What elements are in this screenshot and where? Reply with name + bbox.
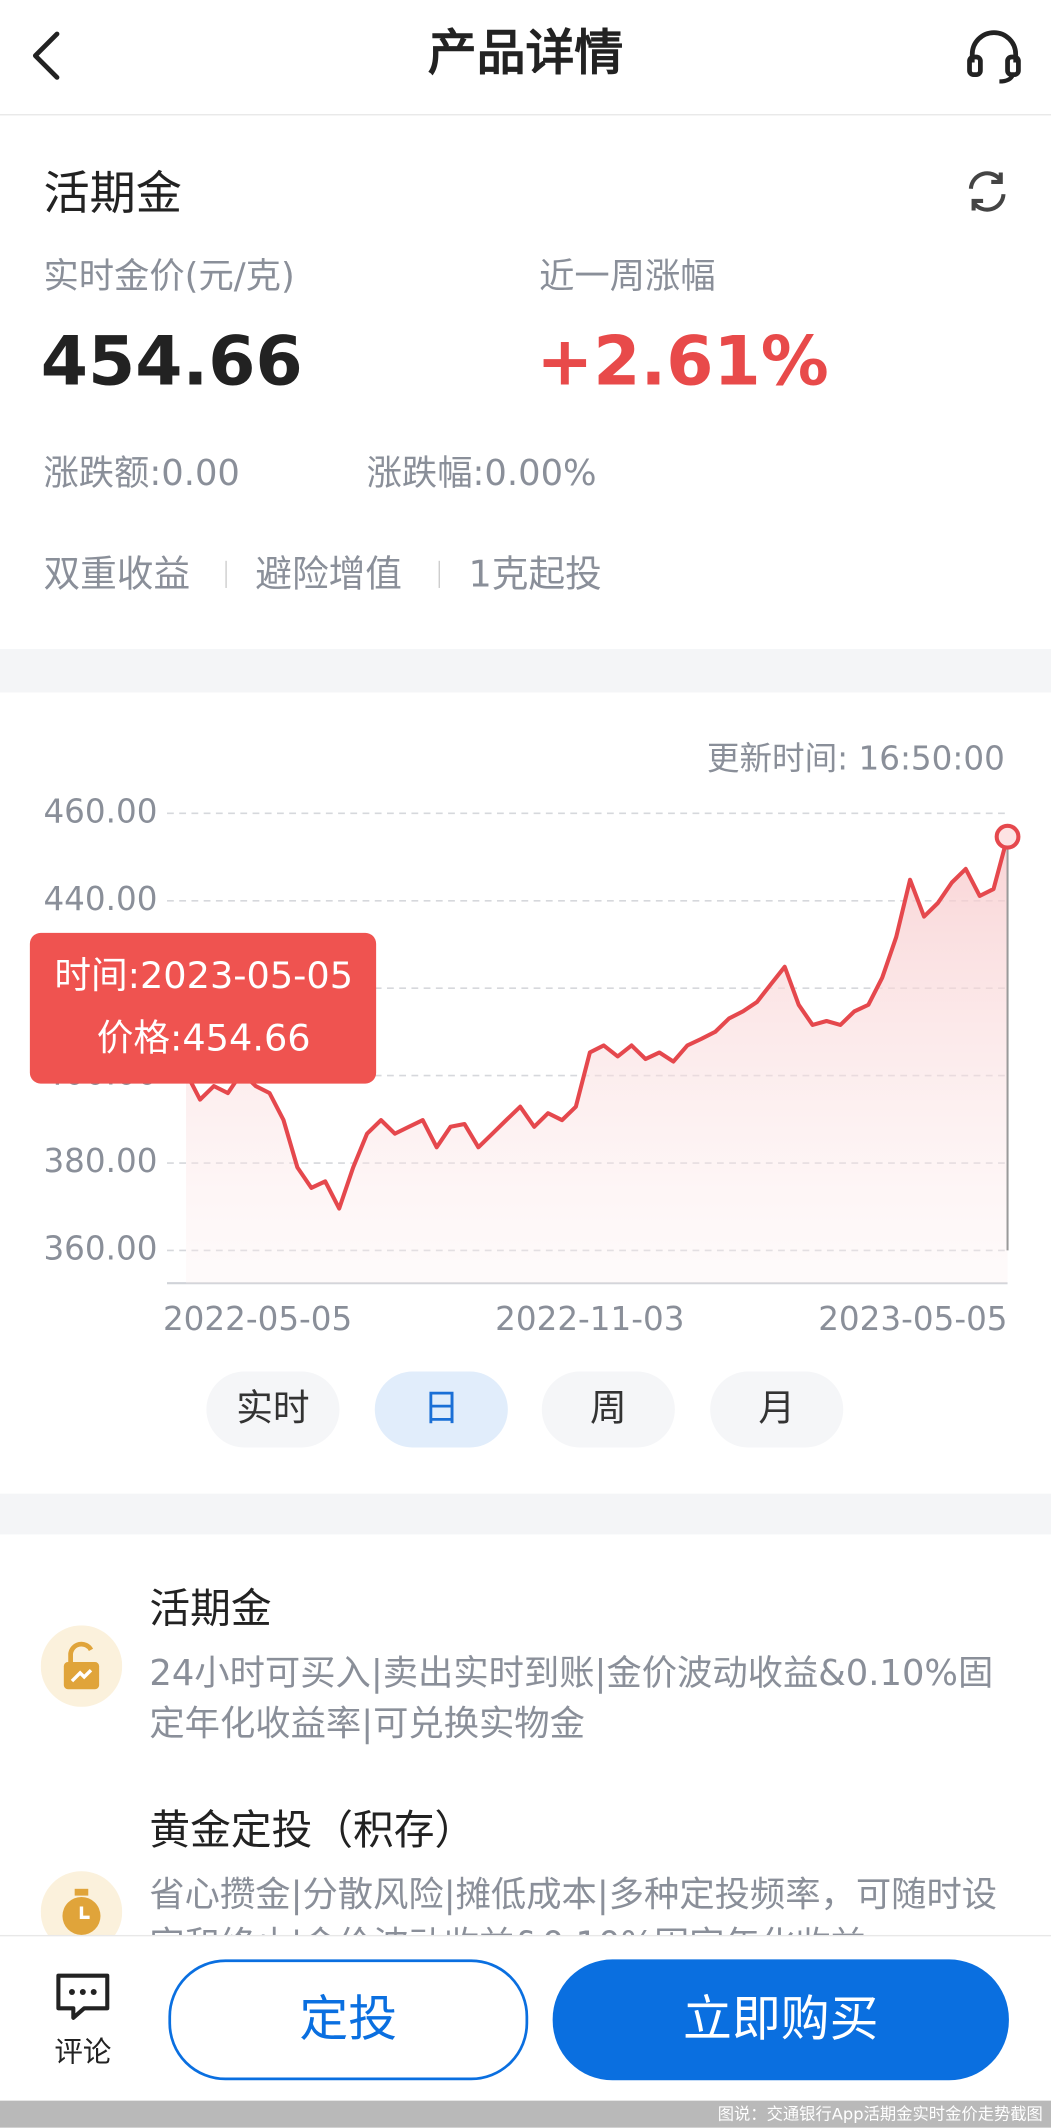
tag-separator [225, 560, 227, 588]
price: 454.66 [40, 321, 303, 401]
y-tick-label: 360.00 [43, 1229, 157, 1267]
range-button[interactable]: 周 [541, 1371, 675, 1448]
change-label: 近一周涨幅 [539, 256, 716, 298]
update-time: 更新时间: 16:50:00 [707, 739, 1005, 777]
y-tick-label: 380.00 [43, 1142, 157, 1180]
tooltip-price: 价格:454.66 [97, 1017, 311, 1060]
y-tick-label: 460.00 [43, 792, 157, 830]
last-point [994, 823, 1021, 850]
change: +2.61% [536, 321, 829, 401]
section-gap [0, 649, 1051, 693]
tag: 双重收益 [43, 554, 191, 597]
price-chart: 更新时间: 16:50:00 360.00380.00400.00420.004… [29, 739, 1021, 1338]
change-amount: 涨跌额:0.00 [43, 453, 240, 495]
comment-label[interactable]: 评论 [54, 2035, 112, 2069]
change-percent: 涨跌幅:0.00% [366, 453, 597, 495]
item-desc: 24小时可买入|卖出实时到账|金价波动收益&0.10%固定年化收益率|可兑换实物… [149, 1653, 994, 1745]
tag: 避险增值 [255, 554, 402, 597]
caption-bar [0, 2100, 1051, 2128]
back-button[interactable] [24, 30, 65, 82]
price-line [184, 836, 1010, 1211]
service-button[interactable] [964, 27, 1024, 84]
x-tick-label: 2022-11-03 [495, 1300, 684, 1338]
price-label: 实时金价(元/克) [43, 256, 295, 298]
tag: 1克起投 [468, 554, 602, 597]
item-icon [40, 1625, 123, 1707]
y-tick-label: 440.00 [43, 880, 157, 918]
product-name: 活期金 [43, 167, 182, 222]
page-title: 产品详情 [427, 25, 624, 82]
x-tick-label: 2022-05-05 [163, 1300, 352, 1338]
area-fill [186, 836, 1008, 1284]
buy-button[interactable]: 立即购买 [552, 1959, 1009, 2081]
item-icon [40, 1871, 123, 1953]
caption: 图说：交通银行App活期金实时金价走势截图 [717, 2104, 1043, 2124]
tooltip-time: 时间:2023-05-05 [54, 954, 353, 997]
divider [0, 114, 1051, 116]
section-gap [0, 1493, 1051, 1535]
item-title: 黄金定投（积存） [149, 1807, 476, 1855]
item-desc: 省心攒金|分散风险|摊低成本|多种定投频率，可随时设定和终止|金价波动收益&0.… [149, 1875, 998, 1935]
range-button[interactable]: 日 [374, 1371, 508, 1448]
range-button[interactable]: 实时 [206, 1371, 340, 1448]
item-title: 活期金 [149, 1586, 272, 1634]
invest-button[interactable]: 定投 [168, 1959, 529, 2081]
range-button[interactable]: 月 [710, 1371, 844, 1448]
tag-separator [438, 560, 440, 588]
comment-icon[interactable] [54, 1972, 111, 2024]
tooltip-box [29, 932, 377, 1084]
x-tick-label: 2023-05-05 [818, 1300, 1007, 1338]
refresh-button[interactable] [964, 168, 1010, 214]
